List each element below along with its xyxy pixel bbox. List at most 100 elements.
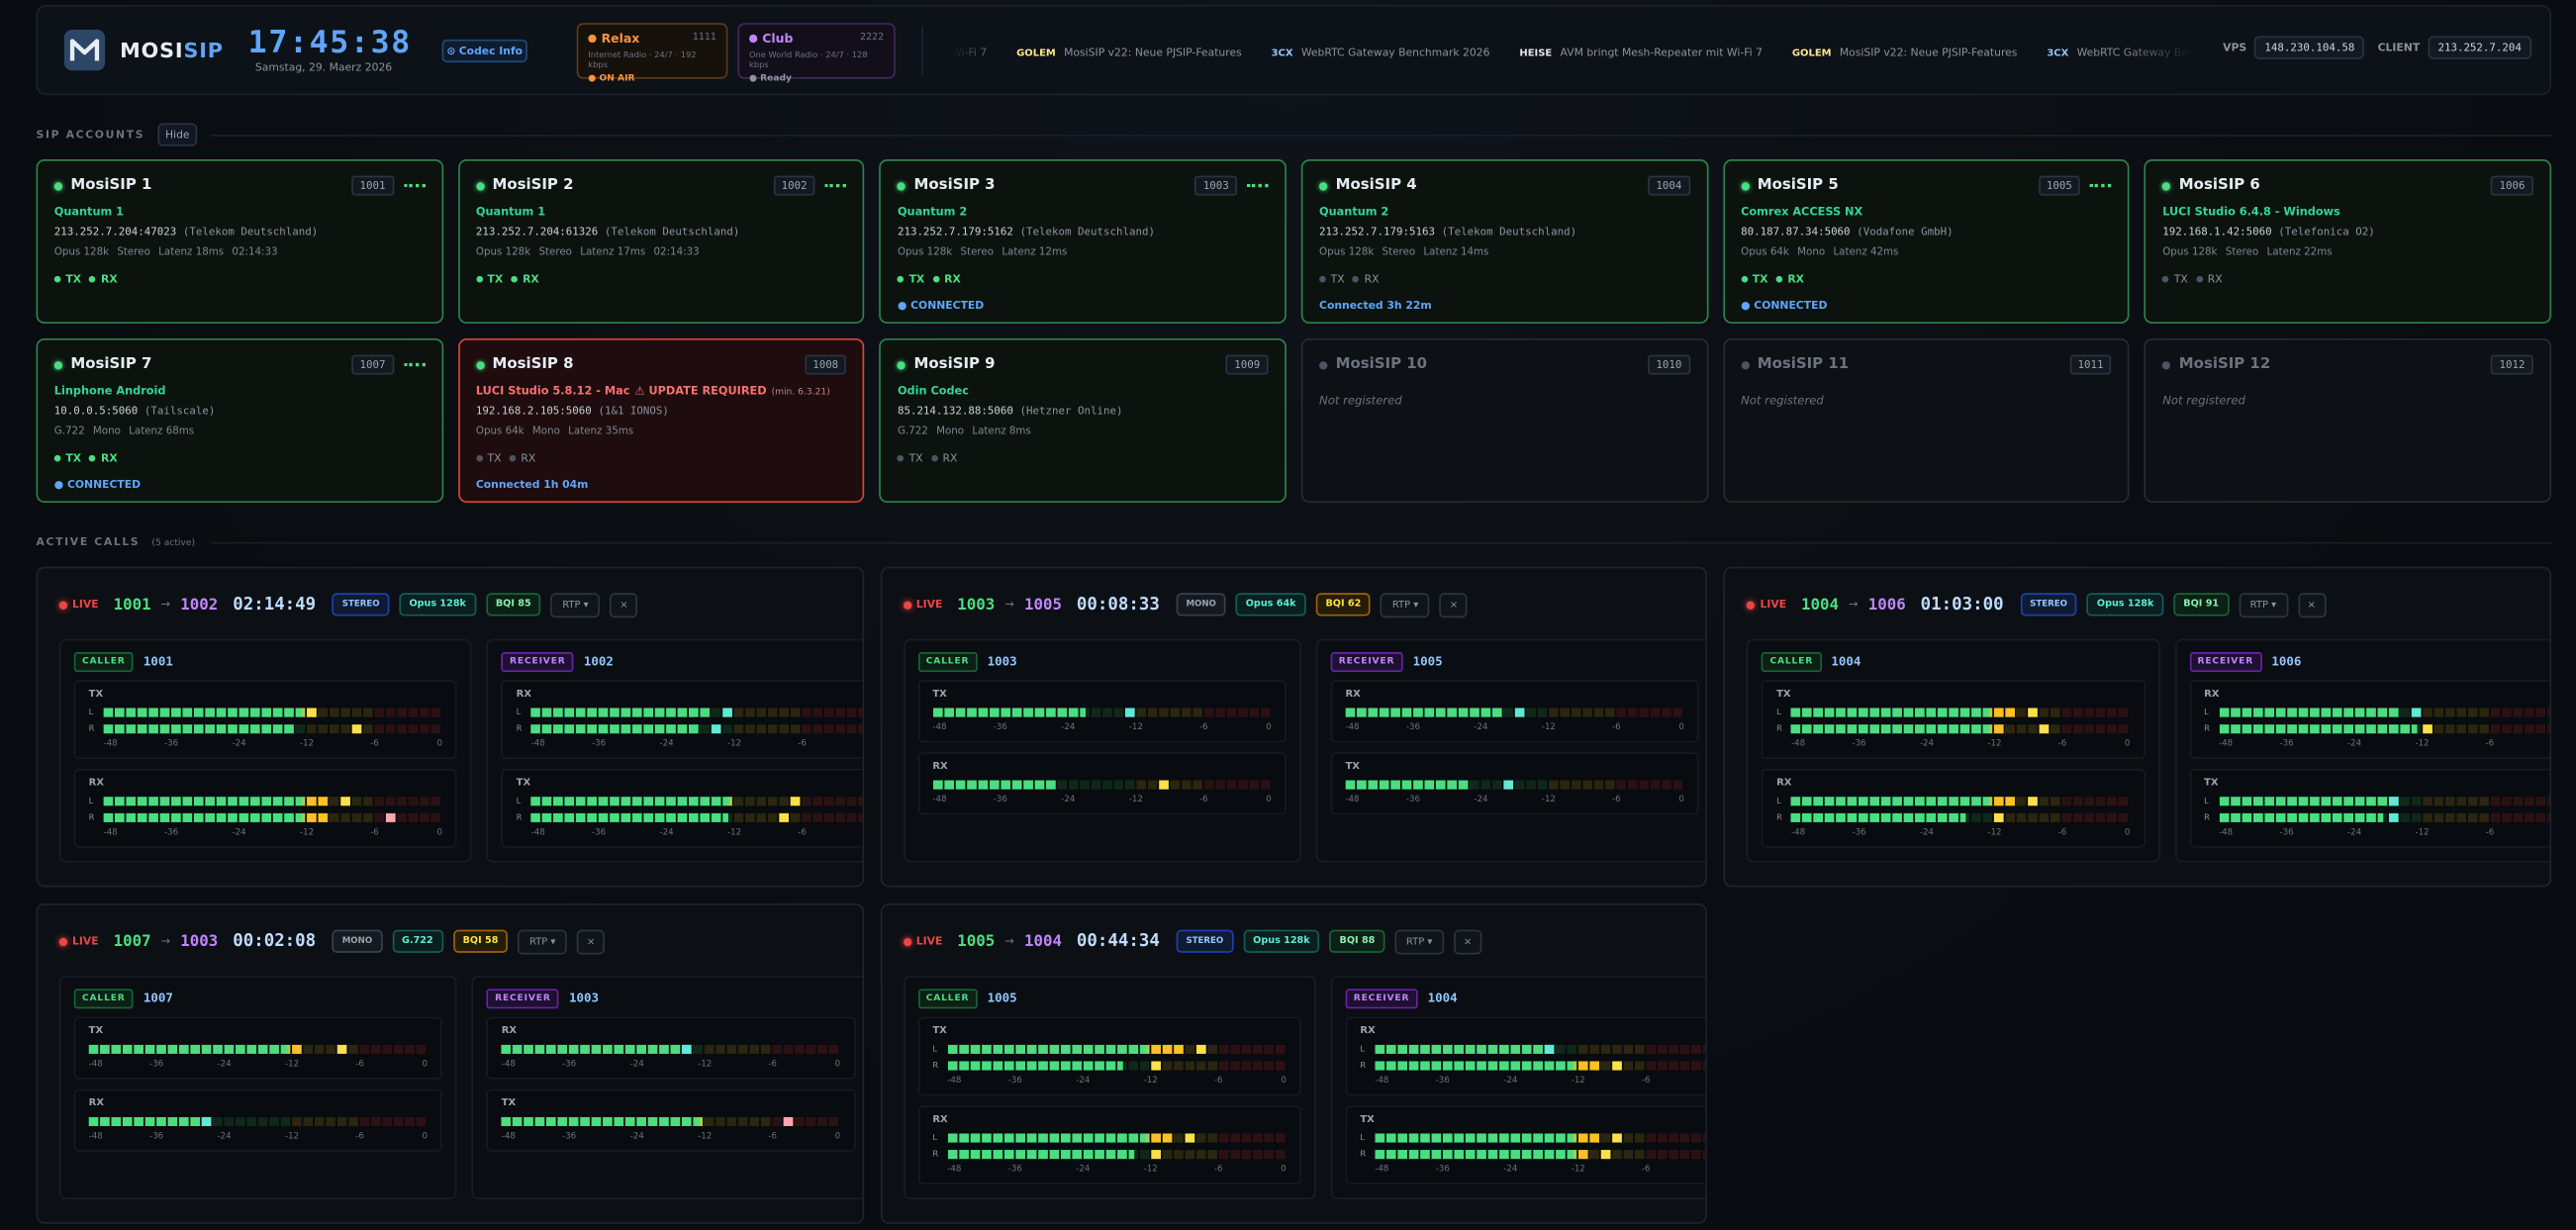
radio-card[interactable]: Relax 1111 Internet Radio · 24/7 · 192 kbp… xyxy=(576,23,728,84)
meter-segment xyxy=(1173,1150,1184,1160)
segment-gap xyxy=(1565,1045,1568,1055)
account-card[interactable]: MosiSIP 9 1009 Odin Codec 85.214.132.88:506… xyxy=(879,337,1287,503)
mode-badge: STEREO xyxy=(1176,929,1234,953)
codec-info-button[interactable]: ⊙ Codec Info xyxy=(441,39,527,63)
radio-card[interactable]: Club 2222 One World Radio · 24/7 · 128 kbp… xyxy=(737,23,896,84)
meter-segment xyxy=(1275,1045,1285,1055)
close-button[interactable]: × xyxy=(576,928,606,954)
meter-segment xyxy=(2107,724,2118,734)
segment-gap xyxy=(789,724,792,734)
segment-gap xyxy=(953,780,956,791)
meter-segment xyxy=(756,813,767,823)
segment-gap xyxy=(2026,813,2029,823)
meter-segment xyxy=(812,813,823,823)
meter-segment xyxy=(802,708,812,718)
segment-gap xyxy=(1925,724,1927,734)
scale-label: -24 xyxy=(1061,795,1076,805)
segment-gap xyxy=(1047,1133,1050,1144)
rtp-button[interactable]: RTP ▾ xyxy=(1381,592,1430,617)
segment-gap xyxy=(777,724,780,734)
account-card[interactable]: MosiSIP 10 1010 Not registered xyxy=(1300,337,1708,503)
account-card[interactable]: MosiSIP 1 1001 Quantum 1 213.252.7.204:4702… xyxy=(36,159,443,325)
segment-gap xyxy=(1670,708,1673,718)
scale-label: -12 xyxy=(727,827,742,838)
menu-button[interactable] xyxy=(2090,183,2112,188)
menu-button[interactable] xyxy=(403,183,426,188)
news-text: AVM bringt Mesh-Repeater mit Wi-Fi 7 xyxy=(1560,46,1763,59)
address: 213.252.7.179:5162 (Telekom Deutschland) xyxy=(898,225,1269,237)
menu-button[interactable] xyxy=(403,362,426,367)
segment-gap xyxy=(1981,797,1984,806)
meter-segment xyxy=(2096,724,2106,734)
segment-gap xyxy=(556,1117,558,1127)
hide-button[interactable]: Hide xyxy=(157,123,198,146)
meter-segment xyxy=(2051,708,2061,718)
meter-box: TX -48 -36 -24 -12 -6 0 xyxy=(1330,752,1699,815)
segment-gap xyxy=(211,1117,214,1127)
arrow: → xyxy=(1004,934,1015,948)
segment-gap xyxy=(1168,780,1171,791)
meter-segment xyxy=(1263,1133,1274,1144)
account-card[interactable]: MosiSIP 12 1012 Not registered xyxy=(2144,337,2552,503)
rtp-button[interactable]: RTP ▾ xyxy=(550,592,601,617)
menu-button[interactable] xyxy=(824,183,847,188)
peak-hold xyxy=(2388,813,2398,823)
rtp-button[interactable]: RTP ▾ xyxy=(1394,928,1445,954)
rtp-button[interactable]: RTP ▾ xyxy=(518,928,568,954)
account-card[interactable]: MosiSIP 11 1011 Not registered xyxy=(1722,337,2131,503)
account-card[interactable]: MosiSIP 2 1002 Quantum 1 213.252.7.204:6132… xyxy=(457,159,865,325)
segment-gap xyxy=(1576,1150,1578,1160)
tx-label: TX xyxy=(65,451,82,465)
meter-segment xyxy=(1181,708,1192,718)
rtp-button[interactable]: RTP ▾ xyxy=(2239,592,2288,617)
peak-hold xyxy=(336,1045,347,1055)
account-card[interactable]: MosiSIP 4 1004 Quantum 2 213.252.7.179:5163… xyxy=(1300,159,1708,325)
scale-label: -6 xyxy=(1198,795,1208,805)
segment-gap xyxy=(1648,708,1651,718)
segment-gap xyxy=(1868,708,1870,718)
close-button[interactable]: × xyxy=(1453,928,1482,954)
news-item[interactable]: Wi-Fi 7 xyxy=(951,46,987,58)
segment-gap xyxy=(2319,708,2321,718)
close-button[interactable]: × xyxy=(1439,592,1469,617)
news-item[interactable]: HEISE AVM bringt Mesh-Repeater mit Wi-Fi … xyxy=(1519,46,1763,58)
segment-gap xyxy=(1149,1133,1151,1144)
level-meter xyxy=(1345,780,1684,791)
meter-segment xyxy=(351,708,362,718)
account-card[interactable]: MosiSIP 3 1003 Quantum 2 213.252.7.179:5162… xyxy=(879,159,1287,325)
meter-segment xyxy=(2061,813,2072,823)
level-bar xyxy=(1375,1045,1556,1055)
segment-gap xyxy=(1587,1133,1590,1144)
segment-gap xyxy=(237,813,239,823)
meter-segment xyxy=(2084,724,2095,734)
segment-gap xyxy=(1598,1133,1601,1144)
news-source: GOLEM xyxy=(1791,47,1832,59)
segment-gap xyxy=(2273,813,2276,823)
tx-dot xyxy=(897,275,905,283)
segment-gap xyxy=(1667,1061,1670,1071)
account-card[interactable]: MosiSIP 8 1008 LUCI Studio 5.8.12 - Mac ⚠ U… xyxy=(457,337,865,503)
meter-segment xyxy=(1218,1133,1228,1144)
meter-segment xyxy=(1672,780,1683,791)
news-item[interactable]: GOLEM MosiSIP v22: Neue PJSIP-Features xyxy=(1792,46,2018,58)
segment-gap xyxy=(1992,708,1995,718)
account-card[interactable]: MosiSIP 6 1006 LUCI Studio 6.4.8 - Windows… xyxy=(2144,159,2552,325)
meter-segment xyxy=(2017,708,2027,718)
menu-button[interactable] xyxy=(1247,183,1269,188)
segment-gap xyxy=(1411,708,1413,718)
segment-gap xyxy=(703,1117,706,1127)
segment-gap xyxy=(838,1045,841,1055)
scale-label: -12 xyxy=(1987,739,2002,749)
account-card[interactable]: MosiSIP 5 1005 Comrex ACCESS NX 80.187.87.3… xyxy=(1722,159,2131,325)
peak-hold xyxy=(682,1045,693,1055)
call-card: LIVE 1005 → 1004 00:44:34 STEREO Opus 128k BQI … xyxy=(880,903,1708,1224)
close-button[interactable]: × xyxy=(2297,592,2326,617)
segment-gap xyxy=(2228,724,2231,734)
segment-gap xyxy=(630,813,633,823)
account-card[interactable]: MosiSIP 7 1007 Linphone Android 10.0.0.5:50… xyxy=(36,337,443,503)
close-button[interactable]: × xyxy=(610,592,638,617)
segment-gap xyxy=(1587,1150,1590,1160)
news-item[interactable]: GOLEM MosiSIP v22: Neue PJSIP-Features xyxy=(1016,46,1242,58)
